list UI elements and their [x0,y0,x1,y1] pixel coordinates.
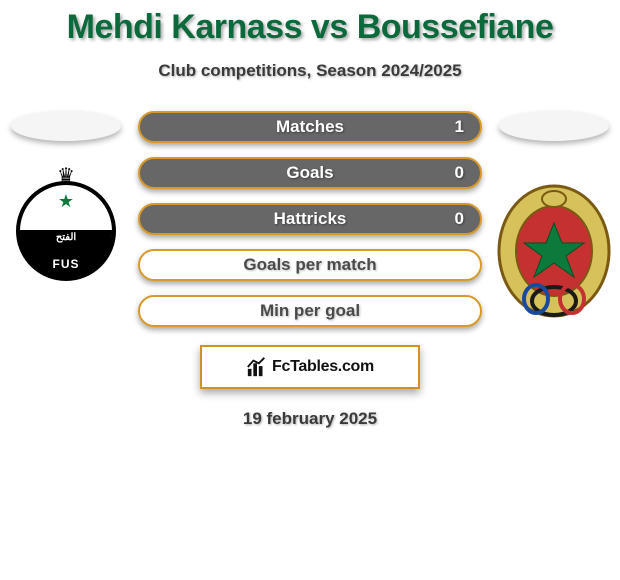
stat-row: Matches 1 [138,111,482,143]
stat-row: Goals per match [138,249,482,281]
stat-label: Goals [286,163,333,183]
far-rabat-crest-icon [494,181,614,321]
comparison-content: ♛ ★ الفتح FUS Matches1Goals0Hattricks0Go… [0,111,620,327]
stat-row: Goals 0 [138,157,482,189]
brand-watermark: FcTables.com [200,345,420,389]
player-photo-placeholder-left [11,111,121,141]
left-player-column: ♛ ★ الفتح FUS [6,111,126,281]
stat-value: 0 [455,163,464,183]
page-title: Mehdi Karnass vs Boussefiane [67,8,554,47]
page-subtitle: Club competitions, Season 2024/2025 [158,61,461,81]
stat-row: Min per goal [138,295,482,327]
crown-icon: ♛ [57,163,75,188]
crest-abbrev: FUS [53,257,80,271]
stat-label: Hattricks [274,209,347,229]
crest-star: ★ [20,191,112,212]
player-photo-placeholder-right [499,111,609,141]
stat-row: Hattricks 0 [138,203,482,235]
crest-band: الفتح [20,230,112,280]
stats-column: Matches 1 Goals 0 Hattricks 0 Goals per match M… [126,111,494,327]
stat-label: Min per goal [260,301,360,321]
stat-label: Goals per match [243,255,376,275]
stat-label: Matches [276,117,344,137]
brand-label: FcTables.com [272,358,374,376]
right-player-column [494,111,614,321]
stat-value: 1 [455,117,464,137]
bar-chart-icon [246,356,268,378]
generation-date: 19 february 2025 [243,409,377,429]
stat-value: 0 [455,209,464,229]
fus-rabat-crest-icon: ♛ ★ الفتح FUS [16,181,116,281]
